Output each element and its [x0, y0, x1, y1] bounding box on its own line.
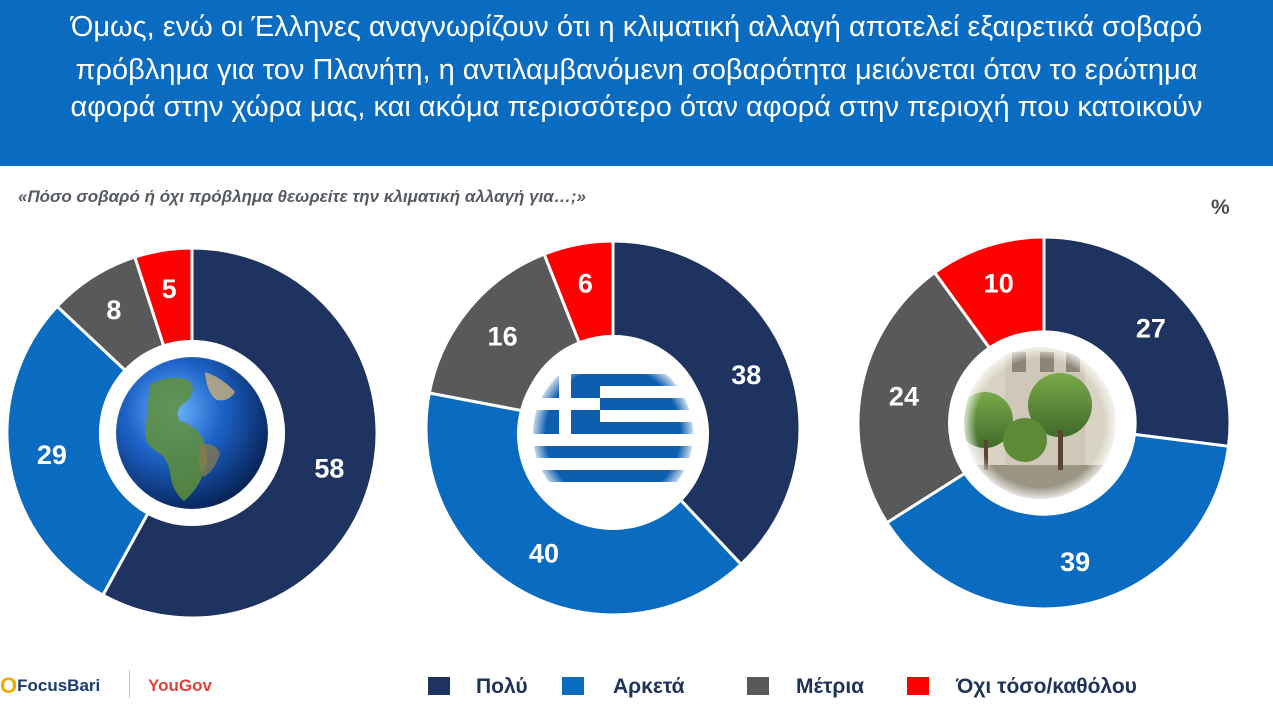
donut-3-label-arketa: 39	[1060, 547, 1090, 577]
donut-3-label-metria: 24	[889, 381, 919, 411]
donut-1-label-metria: 8	[106, 295, 121, 325]
logo-separator	[129, 670, 130, 698]
donut-2-label-poly: 38	[731, 360, 761, 390]
greek-flag-image	[517, 338, 709, 530]
legend-swatch-metria	[747, 677, 769, 695]
legend-label-arketa: Αρκετά	[613, 675, 685, 698]
earth-globe-image	[99, 340, 285, 526]
neighborhood-photo-image	[948, 331, 1132, 515]
legend-swatch-poly	[428, 677, 450, 695]
legend-swatch-oxi	[907, 677, 929, 695]
donut-3-slice-poly	[1042, 235, 1232, 448]
donut-1-label-poly: 58	[314, 453, 344, 483]
title-line-2: πρόβλημα για τον Πλανήτη, η αντιλαμβανόμ…	[75, 54, 1198, 86]
legend-label-oxi: Όχι τόσο/καθόλου	[956, 675, 1137, 698]
focusbari-logo: OFocusBari	[0, 673, 101, 698]
legend-label-metria: Μέτρια	[796, 675, 865, 698]
percent-unit: %	[1211, 196, 1230, 219]
donut-2-slice-oxi	[542, 239, 615, 345]
survey-question: «Πόσο σοβαρό ή όχι πρόβλημα θεωρείτε την…	[18, 187, 586, 206]
donut-2-label-metria: 16	[488, 322, 518, 352]
legend-swatch-arketa	[562, 677, 584, 695]
donut-3-label-oxi: 10	[984, 269, 1014, 299]
donut-3-label-poly: 27	[1136, 314, 1166, 344]
title-line-1: Όμως, ενώ οι Έλληνες αναγνωρίζουν ότι η …	[70, 11, 1203, 43]
title-banner: Όμως, ενώ οι Έλληνες αναγνωρίζουν ότι η …	[0, 0, 1273, 166]
donut-3-slice-arketa	[884, 432, 1231, 611]
yougov-logo: YouGov	[148, 676, 212, 695]
donut-2-label-oxi: 6	[578, 268, 593, 298]
donut-1-label-arketa: 29	[37, 440, 67, 470]
donut-2-label-arketa: 40	[529, 539, 559, 569]
legend-label-poly: Πολύ	[476, 675, 528, 698]
title-line-3: αφορά στην χώρα μας, και ακόμα περισσότε…	[70, 91, 1203, 123]
donut-1-label-oxi: 5	[162, 274, 177, 304]
